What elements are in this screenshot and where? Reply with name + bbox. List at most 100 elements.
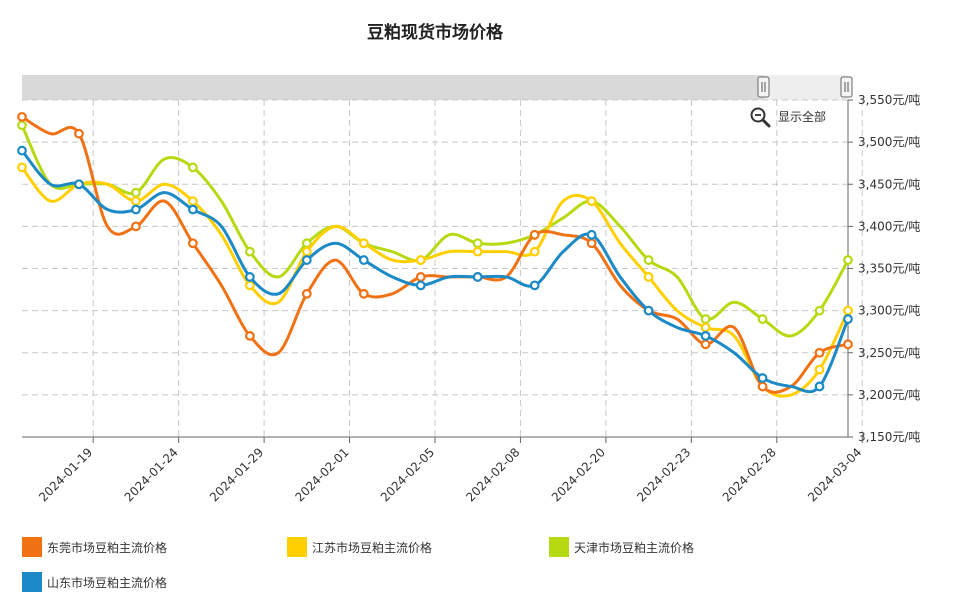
- y-tick-label: 3,500元/吨: [858, 135, 920, 149]
- data-point[interactable]: [244, 246, 255, 257]
- data-point[interactable]: [74, 179, 84, 190]
- range-handle-left[interactable]: [757, 76, 770, 98]
- data-point[interactable]: [472, 246, 483, 257]
- range-slider-track[interactable]: [22, 75, 848, 100]
- series-3: [17, 145, 853, 394]
- data-point[interactable]: [415, 255, 426, 265]
- data-point[interactable]: [131, 196, 141, 207]
- data-point[interactable]: [586, 229, 597, 240]
- zoom-out-icon: [750, 107, 771, 128]
- x-tick-label: 2024-02-08: [463, 445, 522, 504]
- data-point[interactable]: [757, 381, 768, 392]
- x-tick-label: 2024-02-23: [634, 445, 693, 504]
- series-0: [17, 111, 853, 394]
- data-point[interactable]: [17, 120, 27, 131]
- data-point[interactable]: [17, 162, 27, 173]
- y-tick-label: 3,200元/吨: [858, 388, 920, 402]
- data-point[interactable]: [529, 229, 540, 240]
- data-point[interactable]: [415, 280, 426, 291]
- data-point[interactable]: [17, 111, 27, 122]
- data-point[interactable]: [131, 187, 141, 198]
- data-point[interactable]: [244, 272, 255, 282]
- data-point[interactable]: [131, 221, 141, 232]
- series-lines: [17, 111, 853, 398]
- x-tick-label: 2024-01-29: [207, 445, 266, 504]
- legend-label: 山东市场豆粕主流价格: [47, 575, 167, 590]
- data-point[interactable]: [131, 204, 141, 215]
- data-point[interactable]: [814, 347, 825, 358]
- series-line: [20, 166, 850, 398]
- data-point[interactable]: [586, 196, 597, 207]
- data-point[interactable]: [843, 339, 853, 350]
- data-point[interactable]: [700, 314, 711, 324]
- data-point[interactable]: [187, 162, 198, 173]
- data-point[interactable]: [700, 339, 711, 350]
- data-point[interactable]: [187, 204, 198, 215]
- data-point[interactable]: [472, 272, 483, 282]
- legend-item[interactable]: 东莞市场豆粕主流价格: [22, 537, 167, 557]
- legend-label: 江苏市场豆粕主流价格: [312, 540, 432, 555]
- legend-item[interactable]: 天津市场豆粕主流价格: [549, 537, 694, 557]
- data-point[interactable]: [529, 280, 540, 291]
- data-point[interactable]: [301, 255, 312, 265]
- series-line: [20, 149, 850, 394]
- data-point[interactable]: [187, 238, 198, 249]
- data-point[interactable]: [586, 238, 597, 249]
- data-point[interactable]: [74, 128, 84, 139]
- data-point[interactable]: [187, 196, 198, 207]
- y-tick-label: 3,550元/吨: [858, 93, 920, 107]
- x-tick-label: 2024-01-19: [36, 445, 95, 504]
- data-point[interactable]: [643, 255, 654, 265]
- data-point[interactable]: [301, 246, 312, 257]
- data-point[interactable]: [17, 145, 27, 156]
- y-tick-label: 3,300元/吨: [858, 304, 920, 318]
- data-point[interactable]: [843, 314, 853, 324]
- data-point[interactable]: [244, 331, 255, 341]
- data-point[interactable]: [757, 314, 768, 324]
- legend-label: 东莞市场豆粕主流价格: [47, 540, 167, 555]
- data-point[interactable]: [814, 364, 825, 375]
- data-point[interactable]: [643, 272, 654, 282]
- axes: 3,550元/吨 3,500元/吨 3,450元/吨 3,400元/吨 3,350元/吨…: [22, 93, 920, 504]
- data-point[interactable]: [814, 305, 825, 316]
- data-point[interactable]: [358, 255, 369, 265]
- legend-swatch: [22, 572, 42, 592]
- x-tick-label: 2024-01-24: [122, 445, 181, 504]
- x-tick-label: 2024-02-05: [378, 445, 437, 504]
- data-point[interactable]: [814, 381, 825, 392]
- y-tick-label: 3,250元/吨: [858, 346, 920, 360]
- legend-swatch: [549, 537, 569, 557]
- reset-zoom-button[interactable]: 显示全部: [750, 107, 827, 128]
- data-point[interactable]: [301, 288, 312, 299]
- data-point[interactable]: [843, 255, 853, 265]
- data-point[interactable]: [700, 331, 711, 341]
- legend-swatch: [287, 537, 307, 557]
- x-tick-label: 2024-03-04: [805, 445, 864, 504]
- data-point[interactable]: [700, 322, 711, 333]
- data-point[interactable]: [415, 272, 426, 282]
- y-tick-label: 3,400元/吨: [858, 219, 920, 233]
- range-handle-right[interactable]: [840, 76, 853, 98]
- legend-item[interactable]: 江苏市场豆粕主流价格: [287, 537, 432, 557]
- range-slider-window[interactable]: [764, 75, 848, 100]
- y-tick-label: 3,450元/吨: [858, 177, 920, 191]
- chart-title: 豆粕现货市场价格: [367, 22, 504, 43]
- data-point[interactable]: [472, 238, 483, 249]
- x-tick-label: 2024-02-20: [549, 445, 608, 504]
- legend-swatch: [22, 537, 42, 557]
- grid: [22, 99, 863, 438]
- legend-item[interactable]: 山东市场豆粕主流价格: [22, 572, 167, 592]
- data-point[interactable]: [843, 305, 853, 316]
- data-point[interactable]: [757, 373, 768, 383]
- data-point[interactable]: [244, 280, 255, 291]
- y-tick-label: 3,150元/吨: [858, 430, 920, 444]
- data-point[interactable]: [643, 305, 654, 316]
- data-point[interactable]: [529, 246, 540, 257]
- data-point[interactable]: [358, 288, 369, 299]
- data-point[interactable]: [358, 238, 369, 249]
- legend-label: 天津市场豆粕主流价格: [574, 540, 694, 555]
- reset-zoom-label: 显示全部: [778, 109, 826, 124]
- x-tick-label: 2024-02-01: [292, 445, 351, 504]
